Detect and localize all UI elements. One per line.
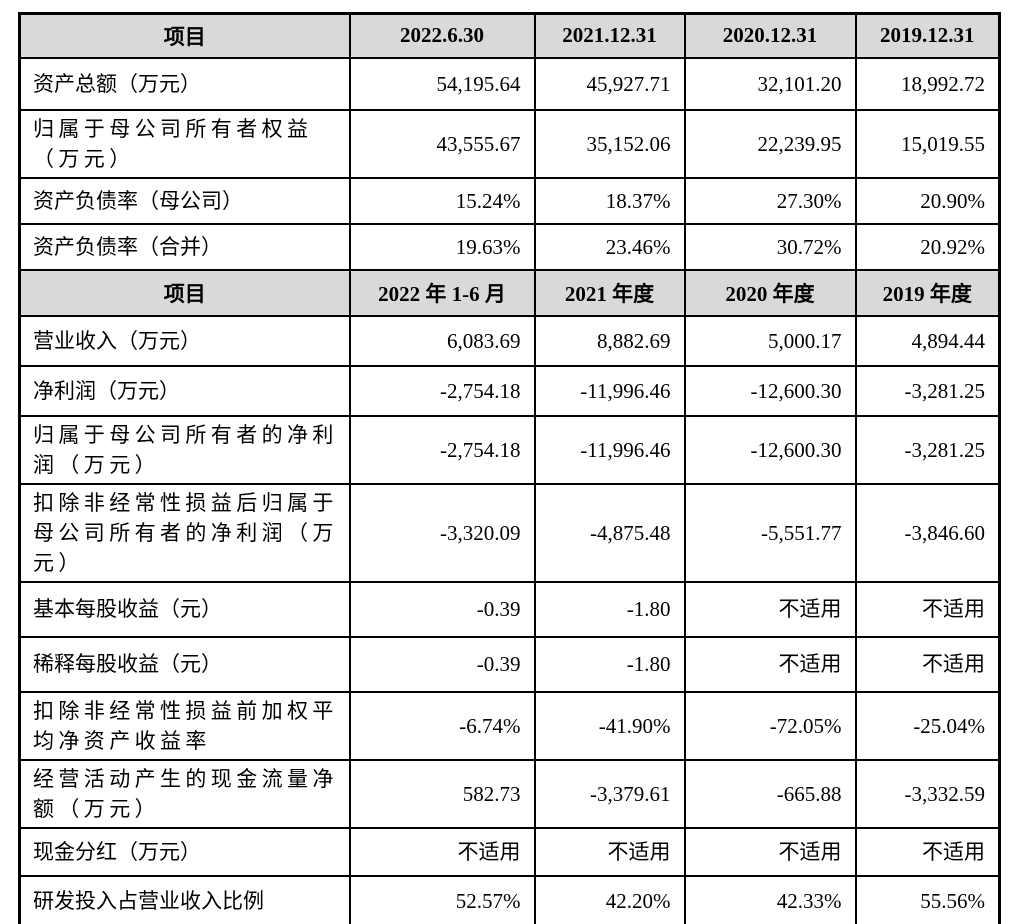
value-cell: 不适用: [683, 826, 857, 877]
value-cell: -3,379.61: [533, 758, 686, 829]
column-header-item: 项目: [18, 12, 351, 59]
table-row-net-profit: 净利润（万元） -2,754.18 -11,996.46 -12,600.30 …: [18, 364, 1001, 417]
column-header-2021-12-31: 2021.12.31: [533, 12, 686, 59]
row-label: 净利润（万元）: [18, 364, 351, 417]
table-row-diluted-eps: 稀释每股收益（元） -0.39 -1.80 不适用 不适用: [18, 635, 1001, 693]
value-cell: 45,927.71: [533, 56, 686, 111]
value-cell: -41.90%: [533, 690, 686, 761]
table-row-operating-cash-flow: 经营活动产生的现金流量净额（万元） 582.73 -3,379.61 -665.…: [18, 758, 1001, 829]
value-cell: -5,551.77: [683, 482, 857, 583]
table-header-row-balance: 项目 2022.6.30 2021.12.31 2020.12.31 2019.…: [18, 12, 1001, 59]
value-cell: -11,996.46: [533, 414, 686, 485]
value-cell: 18,992.72: [854, 56, 1001, 111]
value-cell: -3,320.09: [348, 482, 536, 583]
value-cell: 42.20%: [533, 874, 686, 924]
row-label: 扣除非经常性损益后归属于母公司所有者的净利润（万元）: [18, 482, 351, 583]
value-cell: 52.57%: [348, 874, 536, 924]
value-cell: 35,152.06: [533, 108, 686, 179]
value-cell: -12,600.30: [683, 364, 857, 417]
row-label: 营业收入（万元）: [18, 314, 351, 367]
row-label: 现金分红（万元）: [18, 826, 351, 877]
table-row-total-assets: 资产总额（万元） 54,195.64 45,927.71 32,101.20 1…: [18, 56, 1001, 111]
value-cell: 55.56%: [854, 874, 1001, 924]
value-cell: -3,281.25: [854, 364, 1001, 417]
table-header-row-periods: 项目 2022 年 1-6 月 2021 年度 2020 年度 2019 年度: [18, 268, 1001, 317]
value-cell: 22,239.95: [683, 108, 857, 179]
value-cell: 23.46%: [533, 222, 686, 271]
value-cell: 20.92%: [854, 222, 1001, 271]
value-cell: -3,846.60: [854, 482, 1001, 583]
column-header-2020-12-31: 2020.12.31: [683, 12, 857, 59]
value-cell: 54,195.64: [348, 56, 536, 111]
row-label: 资产负债率（合并）: [18, 222, 351, 271]
value-cell: -1.80: [533, 635, 686, 693]
table-row-weighted-roe: 扣除非经常性损益前加权平均净资产收益率 -6.74% -41.90% -72.0…: [18, 690, 1001, 761]
value-cell: 4,894.44: [854, 314, 1001, 367]
column-header-2019-12-31: 2019.12.31: [854, 12, 1001, 59]
value-cell: -2,754.18: [348, 414, 536, 485]
row-label: 经营活动产生的现金流量净额（万元）: [18, 758, 351, 829]
value-cell: -0.39: [348, 580, 536, 638]
value-cell: 不适用: [854, 635, 1001, 693]
row-label: 基本每股收益（元）: [18, 580, 351, 638]
row-label: 归属于母公司所有者权益（万元）: [18, 108, 351, 179]
value-cell: 20.90%: [854, 176, 1001, 225]
table-row-cash-dividend: 现金分红（万元） 不适用 不适用 不适用 不适用: [18, 826, 1001, 877]
column-header-2022-h1: 2022 年 1-6 月: [348, 268, 536, 317]
table-row-debt-ratio-consolidated: 资产负债率（合并） 19.63% 23.46% 30.72% 20.92%: [18, 222, 1001, 271]
value-cell: 8,882.69: [533, 314, 686, 367]
value-cell: 不适用: [683, 635, 857, 693]
value-cell: 32,101.20: [683, 56, 857, 111]
value-cell: 582.73: [348, 758, 536, 829]
column-header-item: 项目: [18, 268, 351, 317]
value-cell: -0.39: [348, 635, 536, 693]
value-cell: 15,019.55: [854, 108, 1001, 179]
value-cell: -1.80: [533, 580, 686, 638]
row-label: 资产负债率（母公司）: [18, 176, 351, 225]
value-cell: 6,083.69: [348, 314, 536, 367]
column-header-2020-fy: 2020 年度: [683, 268, 857, 317]
row-label: 稀释每股收益（元）: [18, 635, 351, 693]
row-label: 归属于母公司所有者的净利润（万元）: [18, 414, 351, 485]
value-cell: 42.33%: [683, 874, 857, 924]
value-cell: 不适用: [348, 826, 536, 877]
value-cell: 不适用: [533, 826, 686, 877]
value-cell: 不适用: [854, 580, 1001, 638]
column-header-2022-6-30: 2022.6.30: [348, 12, 536, 59]
value-cell: 5,000.17: [683, 314, 857, 367]
value-cell: 18.37%: [533, 176, 686, 225]
column-header-2021-fy: 2021 年度: [533, 268, 686, 317]
value-cell: -2,754.18: [348, 364, 536, 417]
value-cell: 19.63%: [348, 222, 536, 271]
value-cell: 不适用: [854, 826, 1001, 877]
row-label: 扣除非经常性损益前加权平均净资产收益率: [18, 690, 351, 761]
value-cell: -3,332.59: [854, 758, 1001, 829]
table-row-net-profit-parent: 归属于母公司所有者的净利润（万元） -2,754.18 -11,996.46 -…: [18, 414, 1001, 485]
value-cell: 30.72%: [683, 222, 857, 271]
table-row-rnd-ratio: 研发投入占营业收入比例 52.57% 42.20% 42.33% 55.56%: [18, 874, 1001, 924]
value-cell: -72.05%: [683, 690, 857, 761]
row-label: 资产总额（万元）: [18, 56, 351, 111]
value-cell: 27.30%: [683, 176, 857, 225]
table-row-parent-equity: 归属于母公司所有者权益（万元） 43,555.67 35,152.06 22,2…: [18, 108, 1001, 179]
value-cell: -11,996.46: [533, 364, 686, 417]
table-row-debt-ratio-parent: 资产负债率（母公司） 15.24% 18.37% 27.30% 20.90%: [18, 176, 1001, 225]
column-header-2019-fy: 2019 年度: [854, 268, 1001, 317]
value-cell: 不适用: [683, 580, 857, 638]
row-label: 研发投入占营业收入比例: [18, 874, 351, 924]
value-cell: -3,281.25: [854, 414, 1001, 485]
value-cell: -665.88: [683, 758, 857, 829]
table-row-net-profit-excl-nonrecurring: 扣除非经常性损益后归属于母公司所有者的净利润（万元） -3,320.09 -4,…: [18, 482, 1001, 583]
value-cell: -12,600.30: [683, 414, 857, 485]
value-cell: 15.24%: [348, 176, 536, 225]
value-cell: 43,555.67: [348, 108, 536, 179]
table-row-basic-eps: 基本每股收益（元） -0.39 -1.80 不适用 不适用: [18, 580, 1001, 638]
value-cell: -6.74%: [348, 690, 536, 761]
value-cell: -25.04%: [854, 690, 1001, 761]
financial-summary-table: 项目 2022.6.30 2021.12.31 2020.12.31 2019.…: [18, 12, 1001, 924]
table-row-revenue: 营业收入（万元） 6,083.69 8,882.69 5,000.17 4,89…: [18, 314, 1001, 367]
value-cell: -4,875.48: [533, 482, 686, 583]
